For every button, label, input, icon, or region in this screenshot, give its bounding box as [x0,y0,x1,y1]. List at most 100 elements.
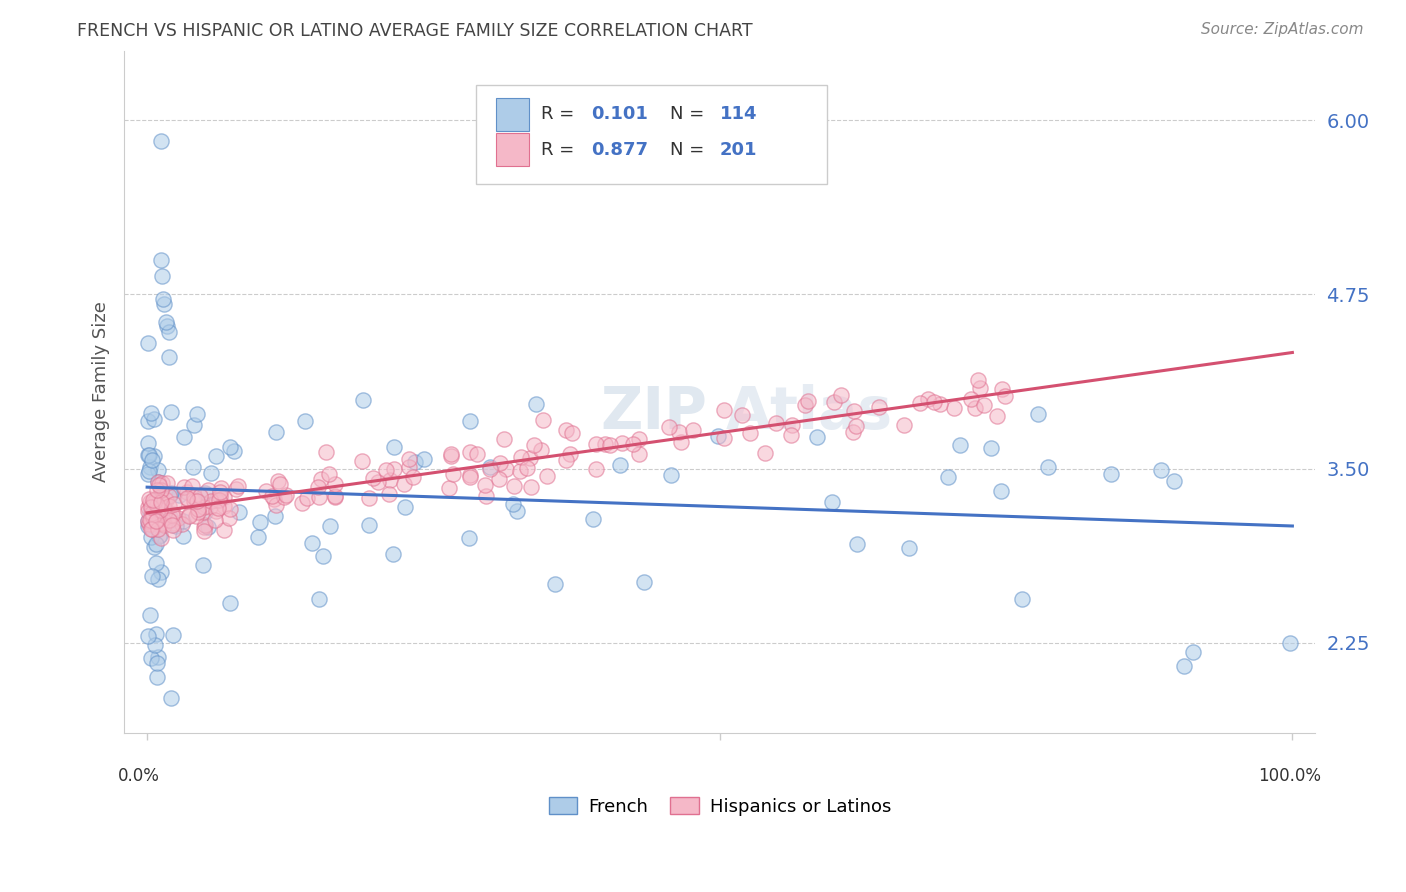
Point [633,574,655,589]
Point [308,491,330,505]
Point [949,438,972,452]
Text: FRENCH VS HISPANIC OR LATINO AVERAGE FAMILY SIZE CORRELATION CHART: FRENCH VS HISPANIC OR LATINO AVERAGE FAM… [77,22,754,40]
Point [141,502,163,516]
Point [530,442,553,457]
Point [260,489,283,503]
Point [595,437,617,451]
Point [585,462,607,476]
Point [157,350,180,364]
Point [412,452,434,467]
Point [145,483,167,497]
Point [492,432,515,446]
Point [561,425,583,440]
Point [658,420,681,434]
Point [294,414,316,428]
Point [628,433,651,447]
Point [165,518,187,533]
Point [141,514,163,528]
Point [146,492,169,507]
Point [796,394,818,409]
Point [352,392,374,407]
Point [437,481,460,495]
Point [162,507,184,521]
Point [176,485,198,500]
Point [160,508,183,523]
Point [177,508,200,523]
Point [155,315,177,329]
Point [209,481,232,495]
Point [398,459,420,474]
Point [845,418,868,433]
Point [138,491,160,506]
Point [194,485,217,500]
Point [160,404,183,418]
Point [136,335,159,350]
Point [309,473,332,487]
Point [582,511,605,525]
Point [146,491,169,505]
Point [1011,591,1033,606]
Point [209,489,232,503]
Point [503,479,526,493]
Point [142,508,165,522]
Point [176,491,198,505]
Point [150,475,173,490]
Point [458,445,481,459]
Point [893,417,915,432]
FancyBboxPatch shape [475,85,827,184]
Text: 0.0%: 0.0% [118,767,160,785]
Point [139,495,162,509]
Point [200,466,222,480]
Point [959,392,981,406]
Point [318,519,340,533]
Point [307,480,329,494]
Point [269,476,291,491]
Point [146,498,169,512]
Point [145,537,167,551]
Point [150,252,173,267]
Point [555,452,578,467]
Point [157,499,180,513]
Point [167,487,190,501]
Point [922,395,945,409]
Point [197,520,219,534]
Point [141,568,163,582]
Text: ZIP: ZIP [600,384,707,441]
Point [142,508,165,523]
Point [159,513,181,527]
Point [315,445,337,459]
Point [160,518,183,533]
Point [149,504,172,518]
Point [440,449,463,463]
Point [138,464,160,478]
Point [152,269,174,284]
Point [143,449,166,463]
Point [350,453,373,467]
Point [146,512,169,526]
Text: 114: 114 [720,105,758,123]
Point [519,450,541,465]
Point [510,450,533,464]
Point [382,440,405,454]
FancyBboxPatch shape [496,133,529,166]
Point [668,425,690,440]
Point [139,530,162,544]
Point [558,448,581,462]
Point [200,493,222,508]
Point [830,388,852,402]
Point [1038,459,1060,474]
Point [780,418,803,433]
Point [183,460,205,475]
Point [842,425,865,440]
Point [439,447,461,461]
Text: Source: ZipAtlas.com: Source: ZipAtlas.com [1201,22,1364,37]
Point [149,531,172,545]
Point [136,436,159,450]
Point [621,436,644,450]
Point [163,497,186,511]
Point [478,460,501,475]
Point [145,507,167,521]
Point [973,398,995,412]
Point [509,464,531,478]
Point [842,404,865,418]
